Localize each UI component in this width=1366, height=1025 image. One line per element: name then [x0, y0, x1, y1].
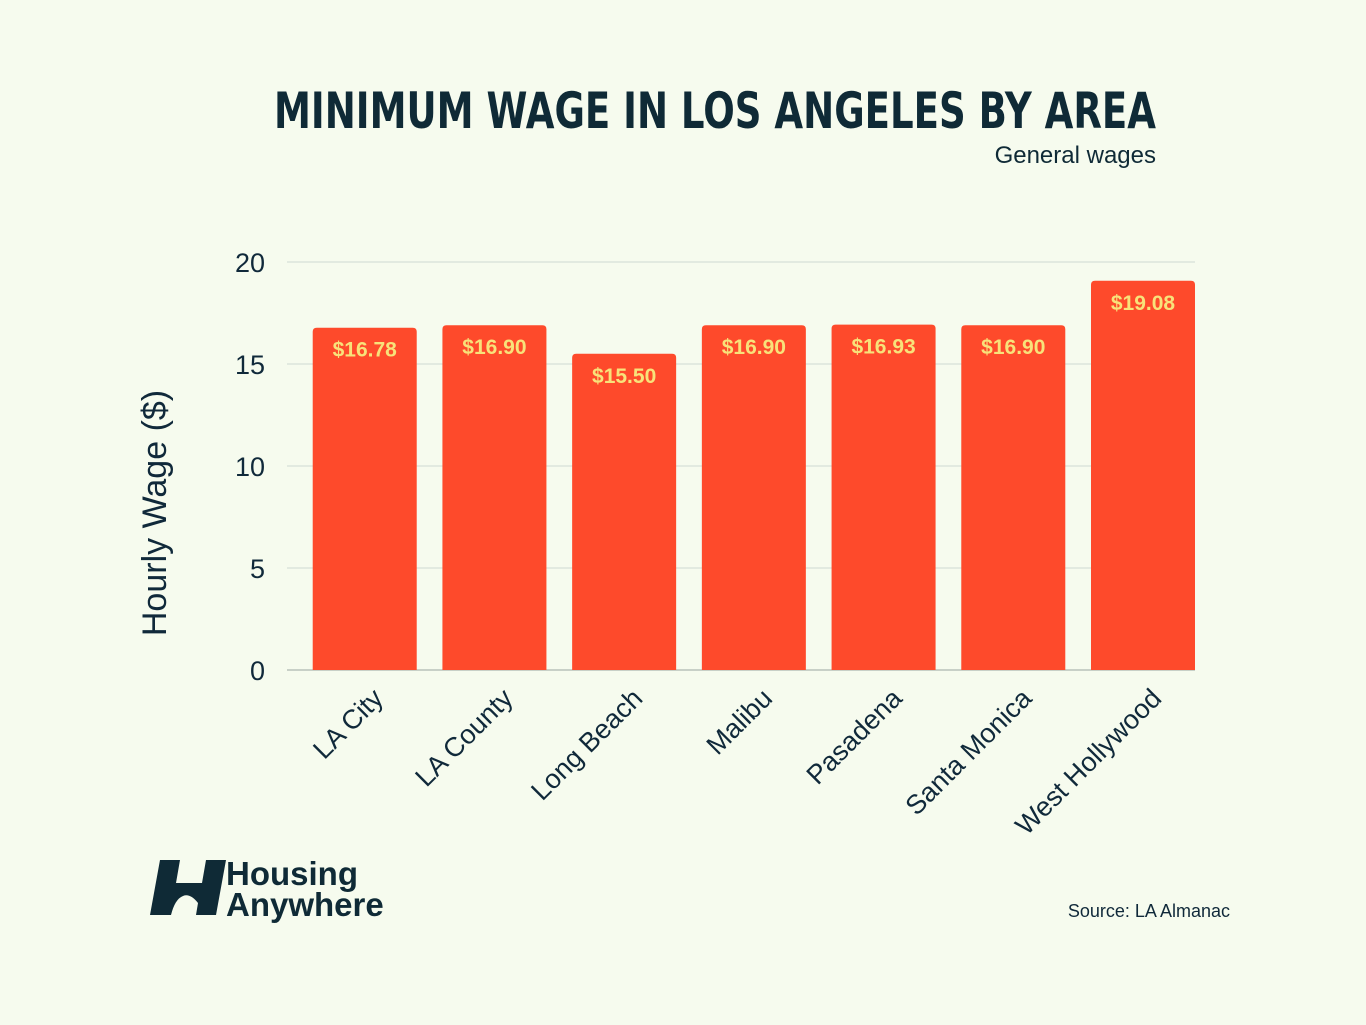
bar-value-label: $16.90: [722, 336, 786, 359]
chart-subtitle: General wages: [995, 142, 1156, 169]
y-tick-label: 0: [250, 656, 265, 686]
y-tick-label: 5: [250, 554, 265, 584]
x-axis-categories: LA City LA County Long Beach Malibu Pasadena…: [307, 682, 1167, 840]
bar-value-label: $16.90: [981, 336, 1045, 359]
y-axis-ticks: 0 5 10 15 20: [235, 248, 265, 686]
x-tick-label: Santa Monica: [900, 682, 1039, 821]
source-note: Source: LA Almanac: [1068, 901, 1230, 921]
housing-anywhere-logo-icon: [150, 860, 226, 915]
y-axis-label: Hourly Wage ($): [136, 390, 174, 636]
bar-la-city: [312, 327, 417, 670]
bar-santa-monica: [961, 325, 1066, 670]
bar-west-hollywood: [1091, 280, 1195, 670]
x-tick-label: Long Beach: [525, 683, 648, 806]
bar-value-labels: $16.78 $16.90 $15.50 $16.90 $16.93 $16.90 $19.…: [333, 292, 1176, 388]
x-tick-label: Pasadena: [801, 682, 909, 790]
bar-pasadena: [831, 324, 936, 670]
bar-value-label: $19.08: [1111, 292, 1176, 315]
bars: [312, 280, 1195, 670]
bar-la-county: [442, 325, 547, 670]
x-tick-label: LA City: [307, 683, 389, 765]
x-tick-label: LA County: [409, 683, 519, 793]
y-tick-label: 15: [235, 350, 265, 380]
bar-value-label: $16.93: [851, 336, 915, 359]
y-tick-label: 20: [235, 248, 265, 278]
bar-malibu: [701, 325, 806, 670]
y-tick-label: 10: [235, 452, 265, 482]
brand-name-line2: Anywhere: [226, 886, 384, 923]
brand-logo: Housing Anywhere: [150, 855, 384, 923]
x-tick-label: Malibu: [701, 683, 778, 760]
bar-value-label: $16.90: [462, 336, 526, 359]
bar-long-beach: [572, 353, 677, 670]
brand-name-line1: Housing: [226, 855, 358, 892]
bar-value-label: $16.78: [333, 339, 398, 362]
chart-title: MINIMUM WAGE IN LOS ANGELES BY AREA: [274, 82, 1156, 140]
bar-value-label: $15.50: [592, 365, 656, 388]
